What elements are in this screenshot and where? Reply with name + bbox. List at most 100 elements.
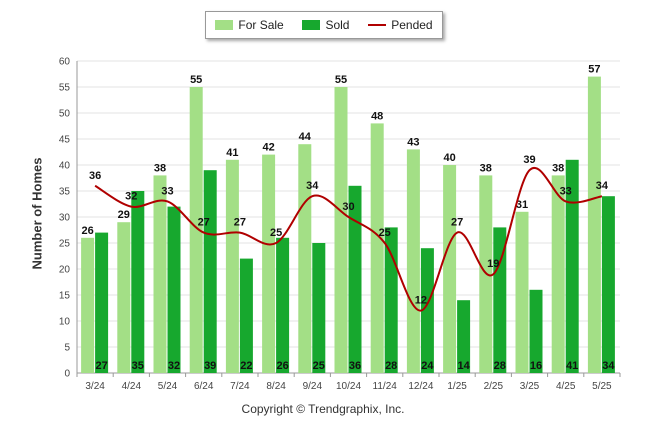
bar-sold — [384, 227, 398, 373]
data-label-pended: 25 — [379, 227, 391, 239]
data-label-pended: 27 — [451, 217, 463, 229]
x-tick-label: 7/24 — [230, 381, 250, 392]
data-label-pended: 19 — [487, 258, 499, 270]
bar-for-sale — [515, 211, 529, 373]
y-tick-label: 35 — [59, 187, 71, 198]
data-label-pended: 39 — [523, 154, 535, 166]
data-label-sold: 28 — [385, 360, 397, 372]
data-label-sold: 41 — [566, 360, 578, 372]
data-label-for-sale: 40 — [443, 152, 455, 164]
y-tick-label: 40 — [59, 161, 71, 172]
data-label-pended: 12 — [415, 295, 427, 307]
data-label-for-sale: 55 — [335, 74, 347, 86]
data-label-sold: 28 — [494, 360, 506, 372]
x-tick-label: 1/25 — [447, 381, 467, 392]
x-tick-label: 3/25 — [520, 381, 540, 392]
legend-label-sold: Sold — [325, 18, 350, 32]
data-label-for-sale: 55 — [190, 74, 202, 86]
bar-sold — [565, 159, 579, 373]
legend-item-sold: Sold — [302, 18, 349, 32]
legend-swatch-sold — [302, 20, 321, 30]
data-label-sold: 14 — [457, 360, 470, 372]
data-label-pended: 27 — [234, 217, 246, 229]
data-label-sold: 34 — [602, 360, 615, 372]
bar-sold — [601, 196, 615, 373]
data-label-pended: 34 — [306, 180, 319, 192]
x-tick-label: 5/24 — [158, 381, 178, 392]
data-label-sold: 26 — [276, 360, 288, 372]
legend-item-pended: Pended — [368, 18, 433, 32]
data-label-for-sale: 43 — [407, 136, 419, 148]
y-axis-label: Number of Homes — [29, 157, 45, 270]
bar-for-sale — [406, 149, 420, 373]
y-tick-label: 55 — [59, 83, 71, 94]
data-label-pended: 36 — [89, 170, 101, 182]
data-label-for-sale: 38 — [552, 162, 564, 174]
data-label-for-sale: 38 — [480, 162, 492, 174]
data-label-for-sale: 48 — [371, 110, 383, 122]
data-label-for-sale: 29 — [118, 209, 130, 221]
data-label-for-sale: 31 — [516, 199, 528, 211]
data-label-pended: 34 — [596, 180, 609, 192]
x-tick-label: 9/24 — [303, 381, 323, 392]
y-tick-label: 15 — [59, 291, 71, 302]
x-tick-label: 5/25 — [592, 381, 612, 392]
bar-sold — [95, 232, 109, 373]
bar-for-sale — [334, 87, 348, 373]
y-tick-label: 0 — [64, 369, 70, 380]
data-label-for-sale: 57 — [588, 64, 600, 76]
bar-for-sale — [443, 165, 457, 373]
bar-sold — [167, 206, 181, 373]
y-tick-label: 50 — [59, 109, 71, 120]
data-label-for-sale: 44 — [299, 131, 312, 143]
legend-label-for-sale: For Sale — [238, 18, 284, 32]
x-tick-label: 8/24 — [266, 381, 286, 392]
bar-sold — [348, 185, 362, 373]
data-label-sold: 25 — [313, 360, 325, 372]
bar-sold — [457, 300, 471, 373]
y-tick-label: 20 — [59, 265, 71, 276]
x-tick-label: 4/24 — [122, 381, 142, 392]
x-tick-label: 6/24 — [194, 381, 214, 392]
x-tick-label: 2/25 — [484, 381, 504, 392]
bar-sold — [493, 227, 507, 373]
data-label-sold: 39 — [204, 360, 216, 372]
data-label-for-sale: 38 — [154, 162, 166, 174]
data-label-sold: 22 — [240, 360, 252, 372]
x-tick-label: 4/25 — [556, 381, 576, 392]
data-label-pended: 30 — [342, 201, 354, 213]
data-label-for-sale: 41 — [226, 147, 238, 159]
data-label-sold: 27 — [95, 360, 107, 372]
data-label-sold: 35 — [132, 360, 144, 372]
legend-label-pended: Pended — [391, 18, 433, 32]
data-label-sold: 16 — [530, 360, 542, 372]
bar-for-sale — [81, 237, 95, 373]
line-pended — [94, 166, 603, 312]
bar-sold — [276, 237, 290, 373]
bar-sold — [203, 170, 217, 373]
data-label-sold: 24 — [421, 360, 434, 372]
y-tick-label: 30 — [59, 213, 71, 224]
bar-for-sale — [225, 159, 239, 373]
bar-for-sale — [117, 222, 131, 373]
bar-for-sale — [262, 154, 276, 373]
legend-item-for-sale: For Sale — [215, 18, 284, 32]
data-label-pended: 32 — [125, 191, 137, 203]
bar-for-sale — [587, 76, 601, 373]
y-tick-label: 45 — [59, 135, 71, 146]
bar-sold — [239, 258, 253, 373]
x-tick-label: 10/24 — [336, 381, 361, 392]
y-tick-label: 60 — [59, 57, 71, 68]
data-label-for-sale: 42 — [262, 142, 274, 154]
bar-for-sale — [298, 144, 312, 373]
bar-for-sale — [153, 175, 167, 373]
y-tick-label: 25 — [59, 239, 71, 250]
data-label-pended: 25 — [270, 227, 282, 239]
y-tick-label: 5 — [64, 343, 70, 354]
x-tick-label: 11/24 — [373, 381, 398, 392]
legend-swatch-pended — [368, 24, 387, 26]
data-label-for-sale: 26 — [81, 225, 93, 237]
bar-sold — [420, 248, 434, 373]
data-label-pended: 33 — [560, 185, 572, 197]
